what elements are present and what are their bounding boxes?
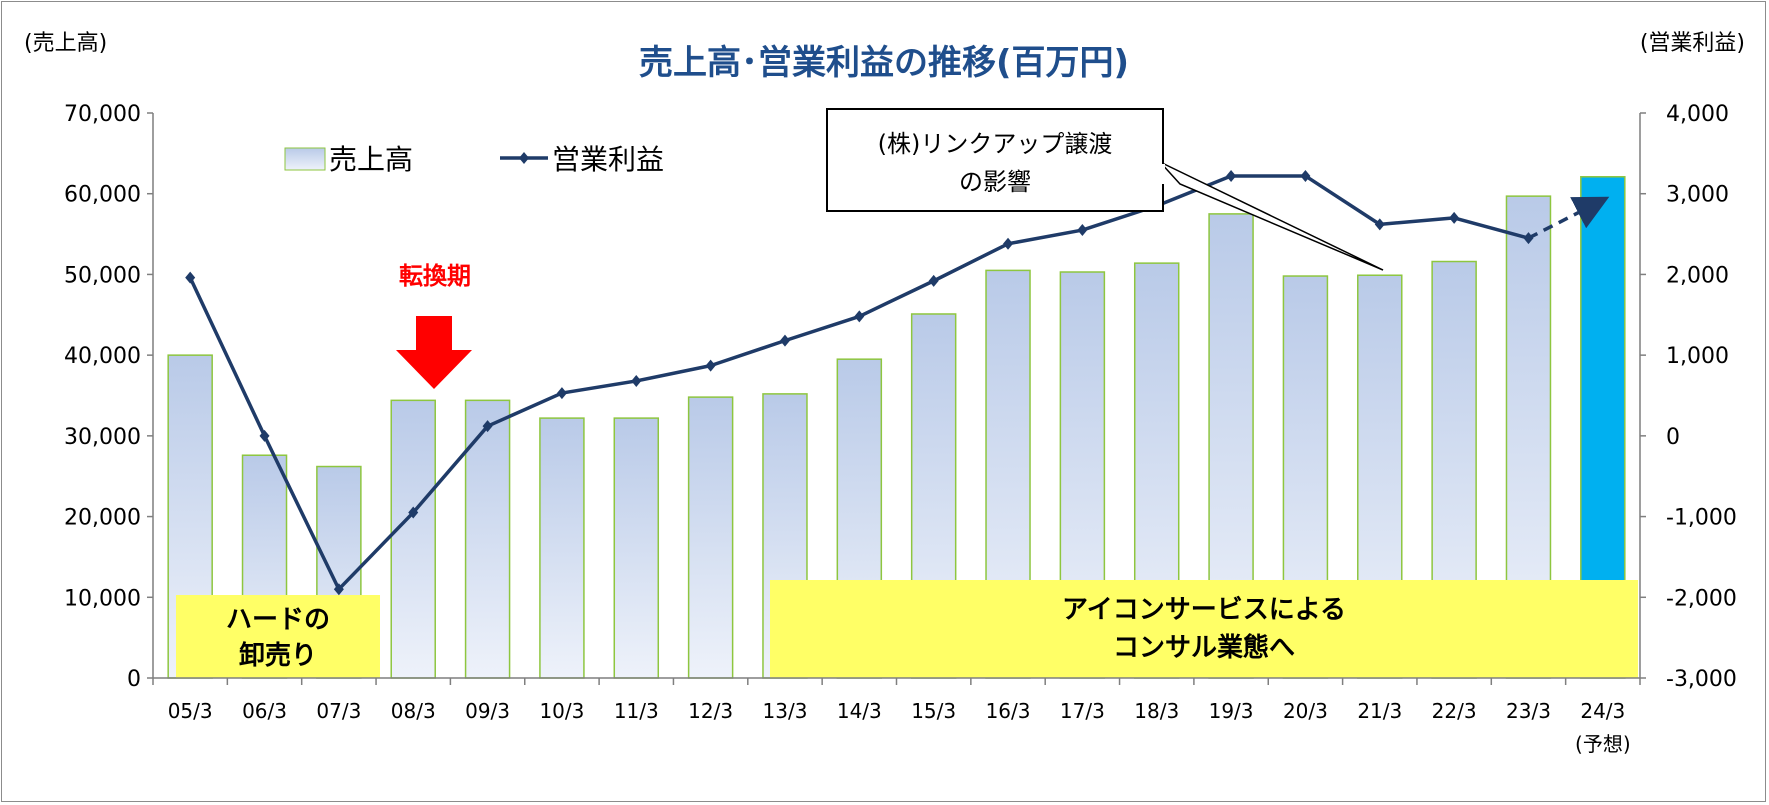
left-tick-label: 20,000 [64, 506, 141, 531]
hard-wholesale-label-1: ハードの [226, 605, 330, 635]
callout-text-2: の影響 [959, 168, 1031, 196]
profit-point-08-3 [408, 506, 419, 519]
profit-point-20-3 [1300, 169, 1311, 182]
x-tick-label: 15/3 [911, 699, 956, 723]
left-tick-label: 30,000 [64, 425, 141, 450]
turning-point-arrow [396, 316, 472, 389]
operating-profit-line [185, 169, 1610, 596]
x-tick-label: 18/3 [1134, 699, 1179, 723]
left-tick-label: 10,000 [64, 586, 141, 611]
right-tick-label: 2,000 [1666, 263, 1729, 288]
legend-profit-marker [519, 152, 529, 164]
profit-forecast-line [1527, 196, 1610, 240]
x-tick-label: 10/3 [539, 699, 584, 723]
right-tick-label: 0 [1666, 425, 1680, 450]
x-tick-label: 09/3 [465, 699, 510, 723]
consulting-box [770, 580, 1638, 678]
legend-profit-label: 営業利益 [552, 143, 664, 176]
right-tick-label: 3,000 [1666, 183, 1729, 208]
consulting-label-2: コンサル業態へ [1113, 632, 1295, 663]
left-tick-label: 60,000 [64, 183, 141, 208]
left-tick-label: 50,000 [64, 263, 141, 288]
profit-point-06-3 [259, 429, 270, 442]
right-tick-label: 1,000 [1666, 344, 1729, 369]
profit-point-13-3 [779, 334, 790, 347]
x-tick-label: 08/3 [391, 699, 436, 723]
hard-wholesale-label-2: 卸売り [239, 640, 317, 671]
x-tick-label: 11/3 [614, 699, 659, 723]
x-tick-label: 12/3 [688, 699, 733, 723]
profit-point-15-3 [928, 274, 939, 287]
consulting-label-1: アイコンサービスによる [1062, 595, 1346, 625]
left-tick-label: 40,000 [64, 344, 141, 369]
x-tick-label: 06/3 [242, 699, 287, 723]
x-tick-label: 13/3 [763, 699, 808, 723]
profit-point-11-3 [631, 374, 642, 387]
profit-point-09-3 [482, 420, 493, 433]
profit-point-22-3 [1449, 211, 1460, 224]
turning-point-label: 転換期 [399, 262, 471, 290]
hard-wholesale-box [176, 595, 380, 678]
legend-sales-label: 売上高 [329, 143, 413, 176]
right-tick-label: -2,000 [1666, 586, 1737, 611]
x-tick-label: 16/3 [986, 699, 1031, 723]
right-tick-label: -3,000 [1666, 667, 1737, 692]
profit-point-21-3 [1374, 218, 1385, 231]
x-tick-label: 05/3 [168, 699, 213, 723]
legend: 売上高 営業利益 [284, 143, 664, 176]
left-axis-unit-label: (売上高) [24, 31, 107, 56]
sales-bar-11-3 [613, 417, 660, 679]
x-tick-label: 17/3 [1060, 699, 1105, 723]
right-tick-label: 4,000 [1666, 102, 1729, 127]
profit-point-17-3 [1077, 224, 1088, 237]
sales-bar-12-3 [687, 396, 734, 679]
left-tick-label: 70,000 [64, 102, 141, 127]
profit-point-14-3 [854, 310, 865, 323]
profit-point-12-3 [705, 359, 716, 372]
callout-pointer-gap [1160, 164, 1165, 184]
right-axis-unit-label: (営業利益) [1640, 31, 1745, 56]
profit-point-07-3 [333, 583, 344, 596]
chart-title: 売上高･営業利益の推移(百万円) [639, 43, 1129, 83]
profit-point-10-3 [556, 387, 567, 400]
x-tick-label: 23/3 [1506, 699, 1551, 723]
axes: 0 10,000 20,000 30,000 40,000 50,000 60,000 70,… [64, 102, 1737, 756]
callout-pointer [1159, 161, 1384, 271]
left-tick-label: 0 [127, 667, 141, 692]
sales-bar-08-3 [390, 399, 436, 679]
right-tick-label: -1,000 [1666, 506, 1737, 531]
x-tick-label: 21/3 [1357, 699, 1402, 723]
callout-box [826, 108, 1164, 212]
x-tick-label: 14/3 [837, 699, 882, 723]
x-tick-label: 19/3 [1209, 699, 1254, 723]
x-tick-label: 07/3 [316, 699, 361, 723]
x-tick-label: 22/3 [1432, 699, 1477, 723]
x-tick-label: 24/3 [1580, 699, 1625, 723]
x-tick-label: 20/3 [1283, 699, 1328, 723]
forecast-sub-label: (予想) [1575, 732, 1631, 756]
legend-sales-swatch [284, 147, 326, 171]
sales-bar-10-3 [539, 417, 585, 679]
profit-point-19-3 [1226, 169, 1237, 182]
callout-text-1: (株)リンクアップ譲渡 [878, 130, 1113, 158]
profit-point-05-3 [185, 271, 196, 284]
profit-point-23-3 [1523, 232, 1534, 245]
profit-point-16-3 [1003, 237, 1014, 250]
